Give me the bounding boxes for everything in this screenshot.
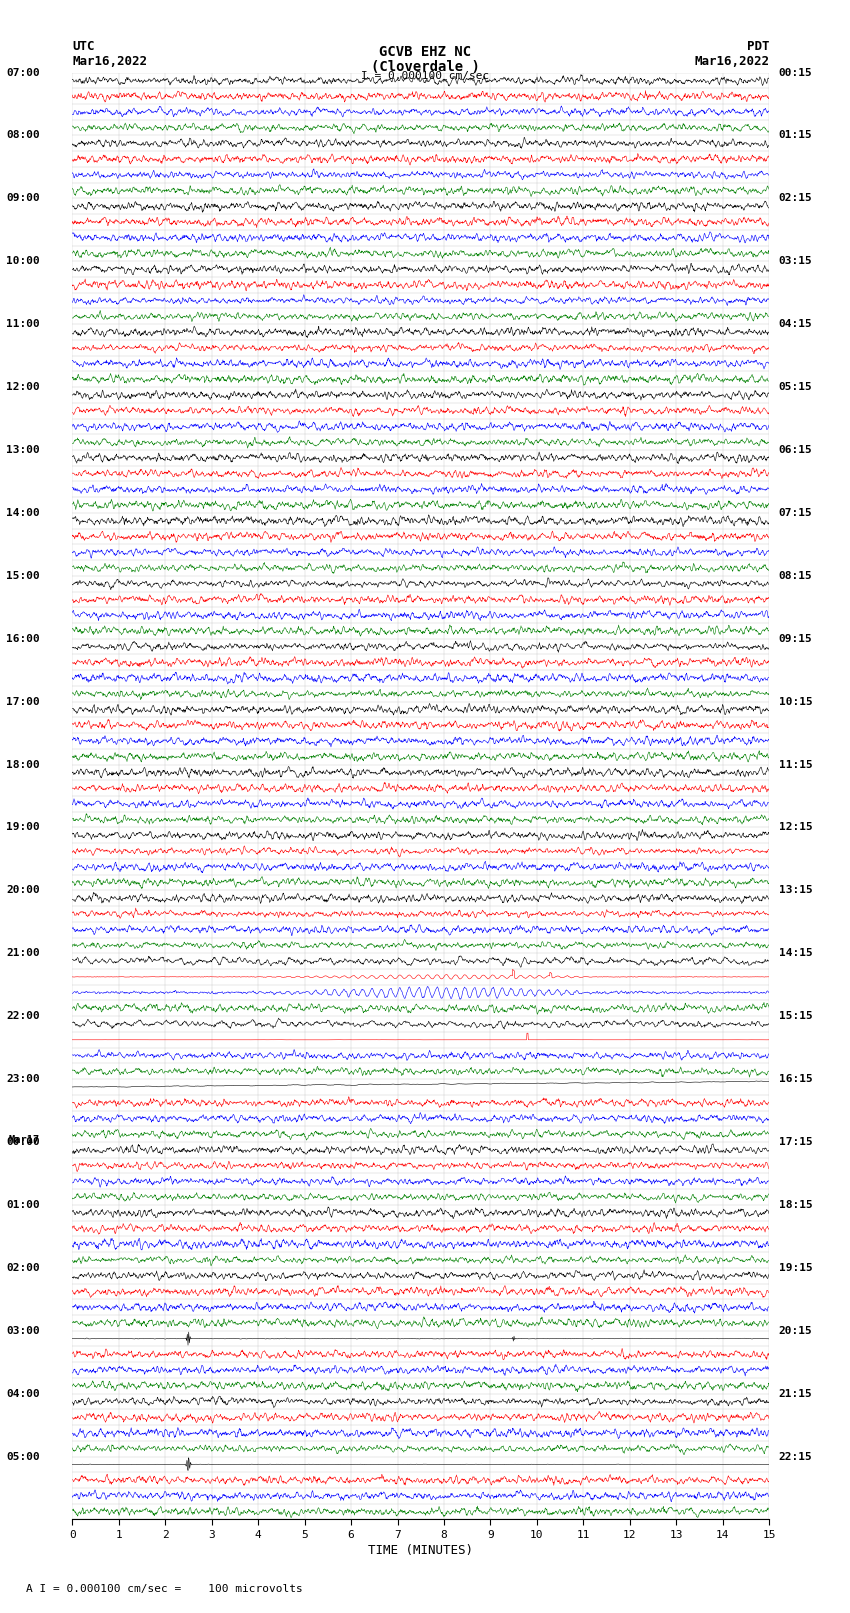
Text: 19:15: 19:15	[779, 1263, 813, 1273]
Text: 08:15: 08:15	[779, 571, 813, 581]
Text: 02:15: 02:15	[779, 194, 813, 203]
Text: 09:00: 09:00	[6, 194, 40, 203]
Text: 13:00: 13:00	[6, 445, 40, 455]
Text: 03:00: 03:00	[6, 1326, 40, 1336]
Text: GCVB EHZ NC: GCVB EHZ NC	[379, 45, 471, 60]
Text: 12:00: 12:00	[6, 382, 40, 392]
Text: 21:15: 21:15	[779, 1389, 813, 1398]
Text: 00:00: 00:00	[6, 1137, 40, 1147]
Text: 22:15: 22:15	[779, 1452, 813, 1461]
Text: 20:00: 20:00	[6, 886, 40, 895]
Text: A I = 0.000100 cm/sec =    100 microvolts: A I = 0.000100 cm/sec = 100 microvolts	[26, 1584, 303, 1594]
Text: 09:15: 09:15	[779, 634, 813, 644]
Text: 14:00: 14:00	[6, 508, 40, 518]
Text: 04:00: 04:00	[6, 1389, 40, 1398]
Text: 04:15: 04:15	[779, 319, 813, 329]
Text: 16:00: 16:00	[6, 634, 40, 644]
Text: UTC: UTC	[72, 40, 94, 53]
Text: 22:00: 22:00	[6, 1011, 40, 1021]
Text: Mar16,2022: Mar16,2022	[694, 55, 769, 68]
Text: 05:15: 05:15	[779, 382, 813, 392]
Text: 16:15: 16:15	[779, 1074, 813, 1084]
Text: 17:15: 17:15	[779, 1137, 813, 1147]
Text: Mar17: Mar17	[8, 1136, 40, 1145]
Text: 11:00: 11:00	[6, 319, 40, 329]
Text: 00:15: 00:15	[779, 68, 813, 77]
Text: (Cloverdale ): (Cloverdale )	[371, 60, 479, 74]
Text: 05:00: 05:00	[6, 1452, 40, 1461]
Text: 03:15: 03:15	[779, 256, 813, 266]
Text: 01:00: 01:00	[6, 1200, 40, 1210]
Text: 15:15: 15:15	[779, 1011, 813, 1021]
Text: 17:00: 17:00	[6, 697, 40, 706]
Text: 07:15: 07:15	[779, 508, 813, 518]
Text: I = 0.000100 cm/sec: I = 0.000100 cm/sec	[361, 71, 489, 81]
Text: 15:00: 15:00	[6, 571, 40, 581]
Text: Mar16,2022: Mar16,2022	[72, 55, 147, 68]
Text: 23:00: 23:00	[6, 1074, 40, 1084]
Text: 07:00: 07:00	[6, 68, 40, 77]
Text: 18:15: 18:15	[779, 1200, 813, 1210]
Text: 12:15: 12:15	[779, 823, 813, 832]
Text: 08:00: 08:00	[6, 131, 40, 140]
Text: 21:00: 21:00	[6, 948, 40, 958]
Text: 10:00: 10:00	[6, 256, 40, 266]
Text: 06:15: 06:15	[779, 445, 813, 455]
X-axis label: TIME (MINUTES): TIME (MINUTES)	[368, 1544, 473, 1557]
Text: 10:15: 10:15	[779, 697, 813, 706]
Text: 20:15: 20:15	[779, 1326, 813, 1336]
Text: 11:15: 11:15	[779, 760, 813, 769]
Text: 01:15: 01:15	[779, 131, 813, 140]
Text: PDT: PDT	[747, 40, 769, 53]
Text: 02:00: 02:00	[6, 1263, 40, 1273]
Text: 14:15: 14:15	[779, 948, 813, 958]
Text: 19:00: 19:00	[6, 823, 40, 832]
Text: 13:15: 13:15	[779, 886, 813, 895]
Text: 18:00: 18:00	[6, 760, 40, 769]
